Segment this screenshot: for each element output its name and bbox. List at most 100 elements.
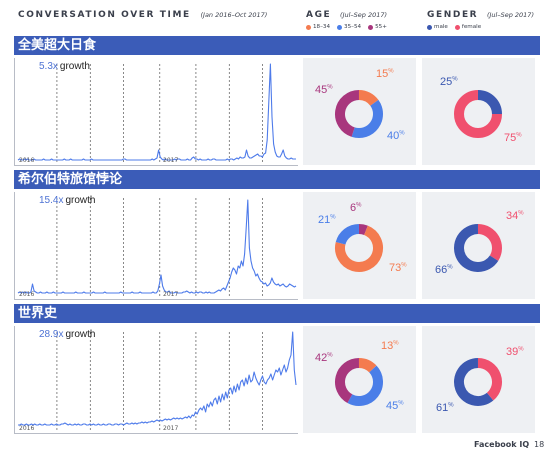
topic-section-3: 世界史 28.9x growth 2016 2017 13% 45% 42% 39… <box>14 304 540 434</box>
pct-label-male: 61% <box>436 402 454 414</box>
donut-slice <box>335 224 360 245</box>
age-legend-item: 55+ <box>368 24 387 30</box>
legend-label: 35–54 <box>344 24 362 30</box>
pct-value: 61 <box>436 402 449 414</box>
growth-label: 28.9x growth <box>39 329 95 340</box>
topic-title: 希尔伯特旅馆悖论 <box>18 172 123 187</box>
year-label-2016: 2016 <box>19 157 35 164</box>
pct-label-18-34: 13% <box>381 340 399 352</box>
donut-slice <box>347 365 383 406</box>
trend-series-line <box>17 199 297 294</box>
pct-label-35-54: 45% <box>386 400 404 412</box>
legend-label: 55+ <box>375 24 387 30</box>
pct-value: 45 <box>315 84 328 96</box>
donut-slice <box>477 90 502 115</box>
page-title: CONVERSATION OVER TIME (Jan 2016–Oct 201… <box>18 10 267 20</box>
gender-header: GENDER (Jul–Sep 2017) <box>427 10 534 20</box>
age-legend-item: 35–54 <box>337 24 361 30</box>
pct-value: 40 <box>387 130 400 142</box>
pct-value: 25 <box>440 76 453 88</box>
gender-header-label: GENDER <box>427 10 479 20</box>
growth-word: growth <box>65 195 96 206</box>
growth-value: 15.4x <box>39 195 64 206</box>
pct-label-55-plus: 42% <box>315 352 333 364</box>
page-title-text: CONVERSATION OVER TIME <box>18 10 191 20</box>
donut-slice <box>358 90 379 107</box>
legend-dot-male <box>427 24 432 30</box>
growth-word: growth <box>65 329 96 340</box>
topic-section-2: 希尔伯特旅馆悖论 15.4x growth 2016 2017 6% 73% 21… <box>14 170 540 300</box>
pct-value: 6 <box>350 202 357 214</box>
year-label-2016: 2016 <box>19 425 35 432</box>
donut-slice <box>335 225 383 272</box>
year-label-2017: 2017 <box>163 157 179 164</box>
legend-dot-female <box>454 24 460 30</box>
legend-dot-18-34 <box>306 24 311 30</box>
pct-value: 75 <box>504 132 517 144</box>
pct-label-55-plus: 45% <box>315 84 333 96</box>
pct-value: 34 <box>506 210 519 222</box>
donut-slice <box>351 99 383 138</box>
gender-legend: male female <box>427 24 481 30</box>
pct-label-female: 39% <box>506 346 524 358</box>
page-number: 18 <box>534 440 545 449</box>
age-header-range: (Jul–Sep 2017) <box>340 11 388 19</box>
year-label-2016: 2016 <box>19 291 35 298</box>
pct-label-35-54: 21% <box>318 214 336 226</box>
legend-label: 18–34 <box>313 24 331 30</box>
pct-label-female: 75% <box>504 132 522 144</box>
donut-slice <box>477 358 502 401</box>
age-header: AGE (Jul–Sep 2017) <box>306 10 387 20</box>
legend-label: male <box>434 24 448 30</box>
topic-section-1: 全美超大日食 5.3x growth 2016 2017 15% 40% 45% … <box>14 36 540 166</box>
donut-slice <box>477 224 502 261</box>
topic-title: 世界史 <box>18 306 58 321</box>
pct-value: 21 <box>318 214 331 226</box>
donut-slice <box>454 224 499 272</box>
age-header-label: AGE <box>306 10 332 20</box>
growth-value: 5.3x <box>39 61 58 72</box>
age-legend-item: 18–34 <box>306 24 330 30</box>
gender-legend-item: female <box>454 24 482 30</box>
trend-line-chart <box>18 331 297 432</box>
topic-title: 全美超大日食 <box>18 38 97 53</box>
donut-slice <box>335 358 360 404</box>
brand-logo: Facebook IQ <box>474 440 530 449</box>
age-donut-card: 15% 40% 45% <box>303 58 416 165</box>
trend-line-chart <box>17 63 296 164</box>
pct-label-55-plus: 6% <box>350 202 362 214</box>
trend-chart: 15.4x growth 2016 2017 <box>14 192 298 300</box>
age-donut-card: 13% 45% 42% <box>303 326 416 433</box>
trend-series-line <box>17 63 296 161</box>
trend-chart: 5.3x growth 2016 2017 <box>14 58 298 166</box>
pct-label-male: 25% <box>440 76 458 88</box>
legend-dot-35-54 <box>337 24 343 30</box>
page-title-range: (Jan 2016–Oct 2017) <box>200 11 268 19</box>
topic-banner: 希尔伯特旅馆悖论 <box>14 170 540 189</box>
pct-label-18-34: 73% <box>389 262 407 274</box>
topic-banner: 全美超大日食 <box>14 36 540 55</box>
pct-label-18-34: 15% <box>376 68 394 80</box>
growth-value: 28.9x <box>39 329 64 340</box>
pct-value: 13 <box>381 340 394 352</box>
gender-donut <box>454 358 502 406</box>
age-donut <box>335 90 383 138</box>
legend-label: female <box>461 24 482 30</box>
pct-value: 66 <box>435 264 448 276</box>
gender-donut-card: 34% 66% <box>422 192 535 299</box>
age-donut <box>335 358 383 406</box>
year-label-2017: 2017 <box>163 291 179 298</box>
gender-donut <box>454 224 502 272</box>
gender-legend-item: male <box>427 24 448 30</box>
gender-donut <box>454 90 502 138</box>
topic-banner: 世界史 <box>14 304 540 323</box>
gender-header-range: (Jul–Sep 2017) <box>486 11 534 19</box>
pct-value: 15 <box>376 68 389 80</box>
growth-word: growth <box>59 61 90 72</box>
gender-donut-card: 25% 75% <box>422 58 535 165</box>
legend-dot-55-plus <box>368 24 374 30</box>
pct-value: 42 <box>315 352 328 364</box>
pct-value: 39 <box>506 346 519 358</box>
trend-chart: 28.9x growth 2016 2017 <box>14 326 298 434</box>
pct-label-female: 34% <box>506 210 524 222</box>
